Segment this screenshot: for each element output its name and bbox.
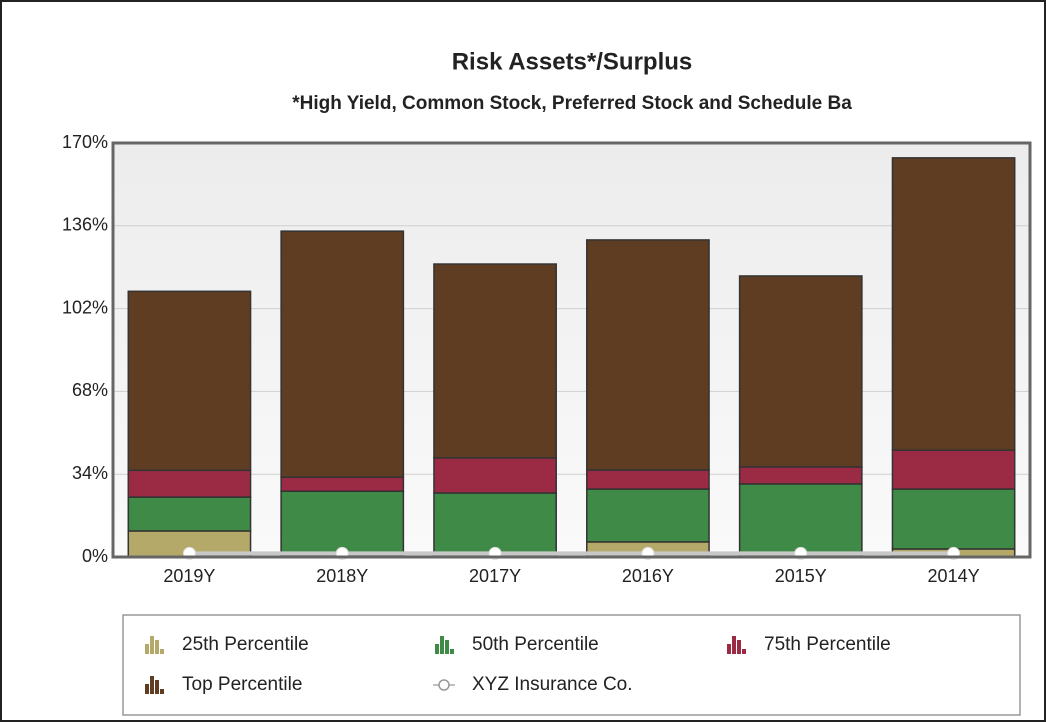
bar-segment [280,476,405,492]
x-tick-label: 2018Y [316,566,368,586]
legend-icon [435,644,439,654]
y-tick-label: 136% [62,215,108,235]
x-tick-label: 2019Y [163,566,215,586]
y-tick-label: 170% [62,132,108,152]
x-tick-label: 2015Y [775,566,827,586]
plot-border [111,141,1032,559]
chart-title: Risk Assets*/Surplus [452,48,693,75]
bar-segment [127,290,252,472]
legend-icon [742,649,746,654]
legend-label: 75th Percentile [764,634,891,655]
bar-segment [127,496,252,532]
legend-icon [145,644,149,654]
legend-icon [150,636,154,654]
legend-label: 50th Percentile [472,634,599,655]
legend-icon [450,649,454,654]
legend-icon [727,644,731,654]
legend-label: Top Percentile [182,674,302,695]
bar-segment [433,263,557,459]
bar-segment [280,490,405,556]
legend-icon [440,636,444,654]
bar-segment [586,488,710,543]
x-tick-label: 2017Y [469,566,521,586]
legend-icon [445,640,449,654]
bar-segment [586,469,710,490]
bar-segment [891,488,1016,550]
x-tick-label: 2016Y [622,566,674,586]
bar-segment [433,492,557,554]
y-tick-label: 34% [72,463,108,483]
legend-icon [160,649,164,654]
legend-icon [155,640,159,654]
bar-segment [738,483,863,554]
legend-label: 25th Percentile [182,634,309,655]
legend-icon [732,636,736,654]
bar-segment [127,469,252,498]
plot-area [113,143,1030,557]
bar-segment [891,157,1016,451]
bar-segment [280,230,405,478]
legend-label: XYZ Insurance Co. [472,674,633,695]
legend [122,614,1021,716]
bar-segment [433,457,557,494]
legend-icon [737,640,741,654]
bar-segment [586,239,710,471]
y-tick-label: 102% [62,297,108,317]
bar-segment [891,449,1016,490]
y-tick-label: 0% [82,546,108,566]
x-tick-label: 2014Y [928,566,980,586]
y-tick-label: 68% [72,380,108,400]
legend-icon [160,689,164,694]
chart-subtitle: *High Yield, Common Stock, Preferred Sto… [292,93,852,114]
legend-icon [438,679,450,691]
bar-segment [738,275,863,468]
legend-icon [150,676,154,694]
bar-segment [738,466,863,485]
legend-icon [155,680,159,694]
legend-icon [145,684,149,694]
